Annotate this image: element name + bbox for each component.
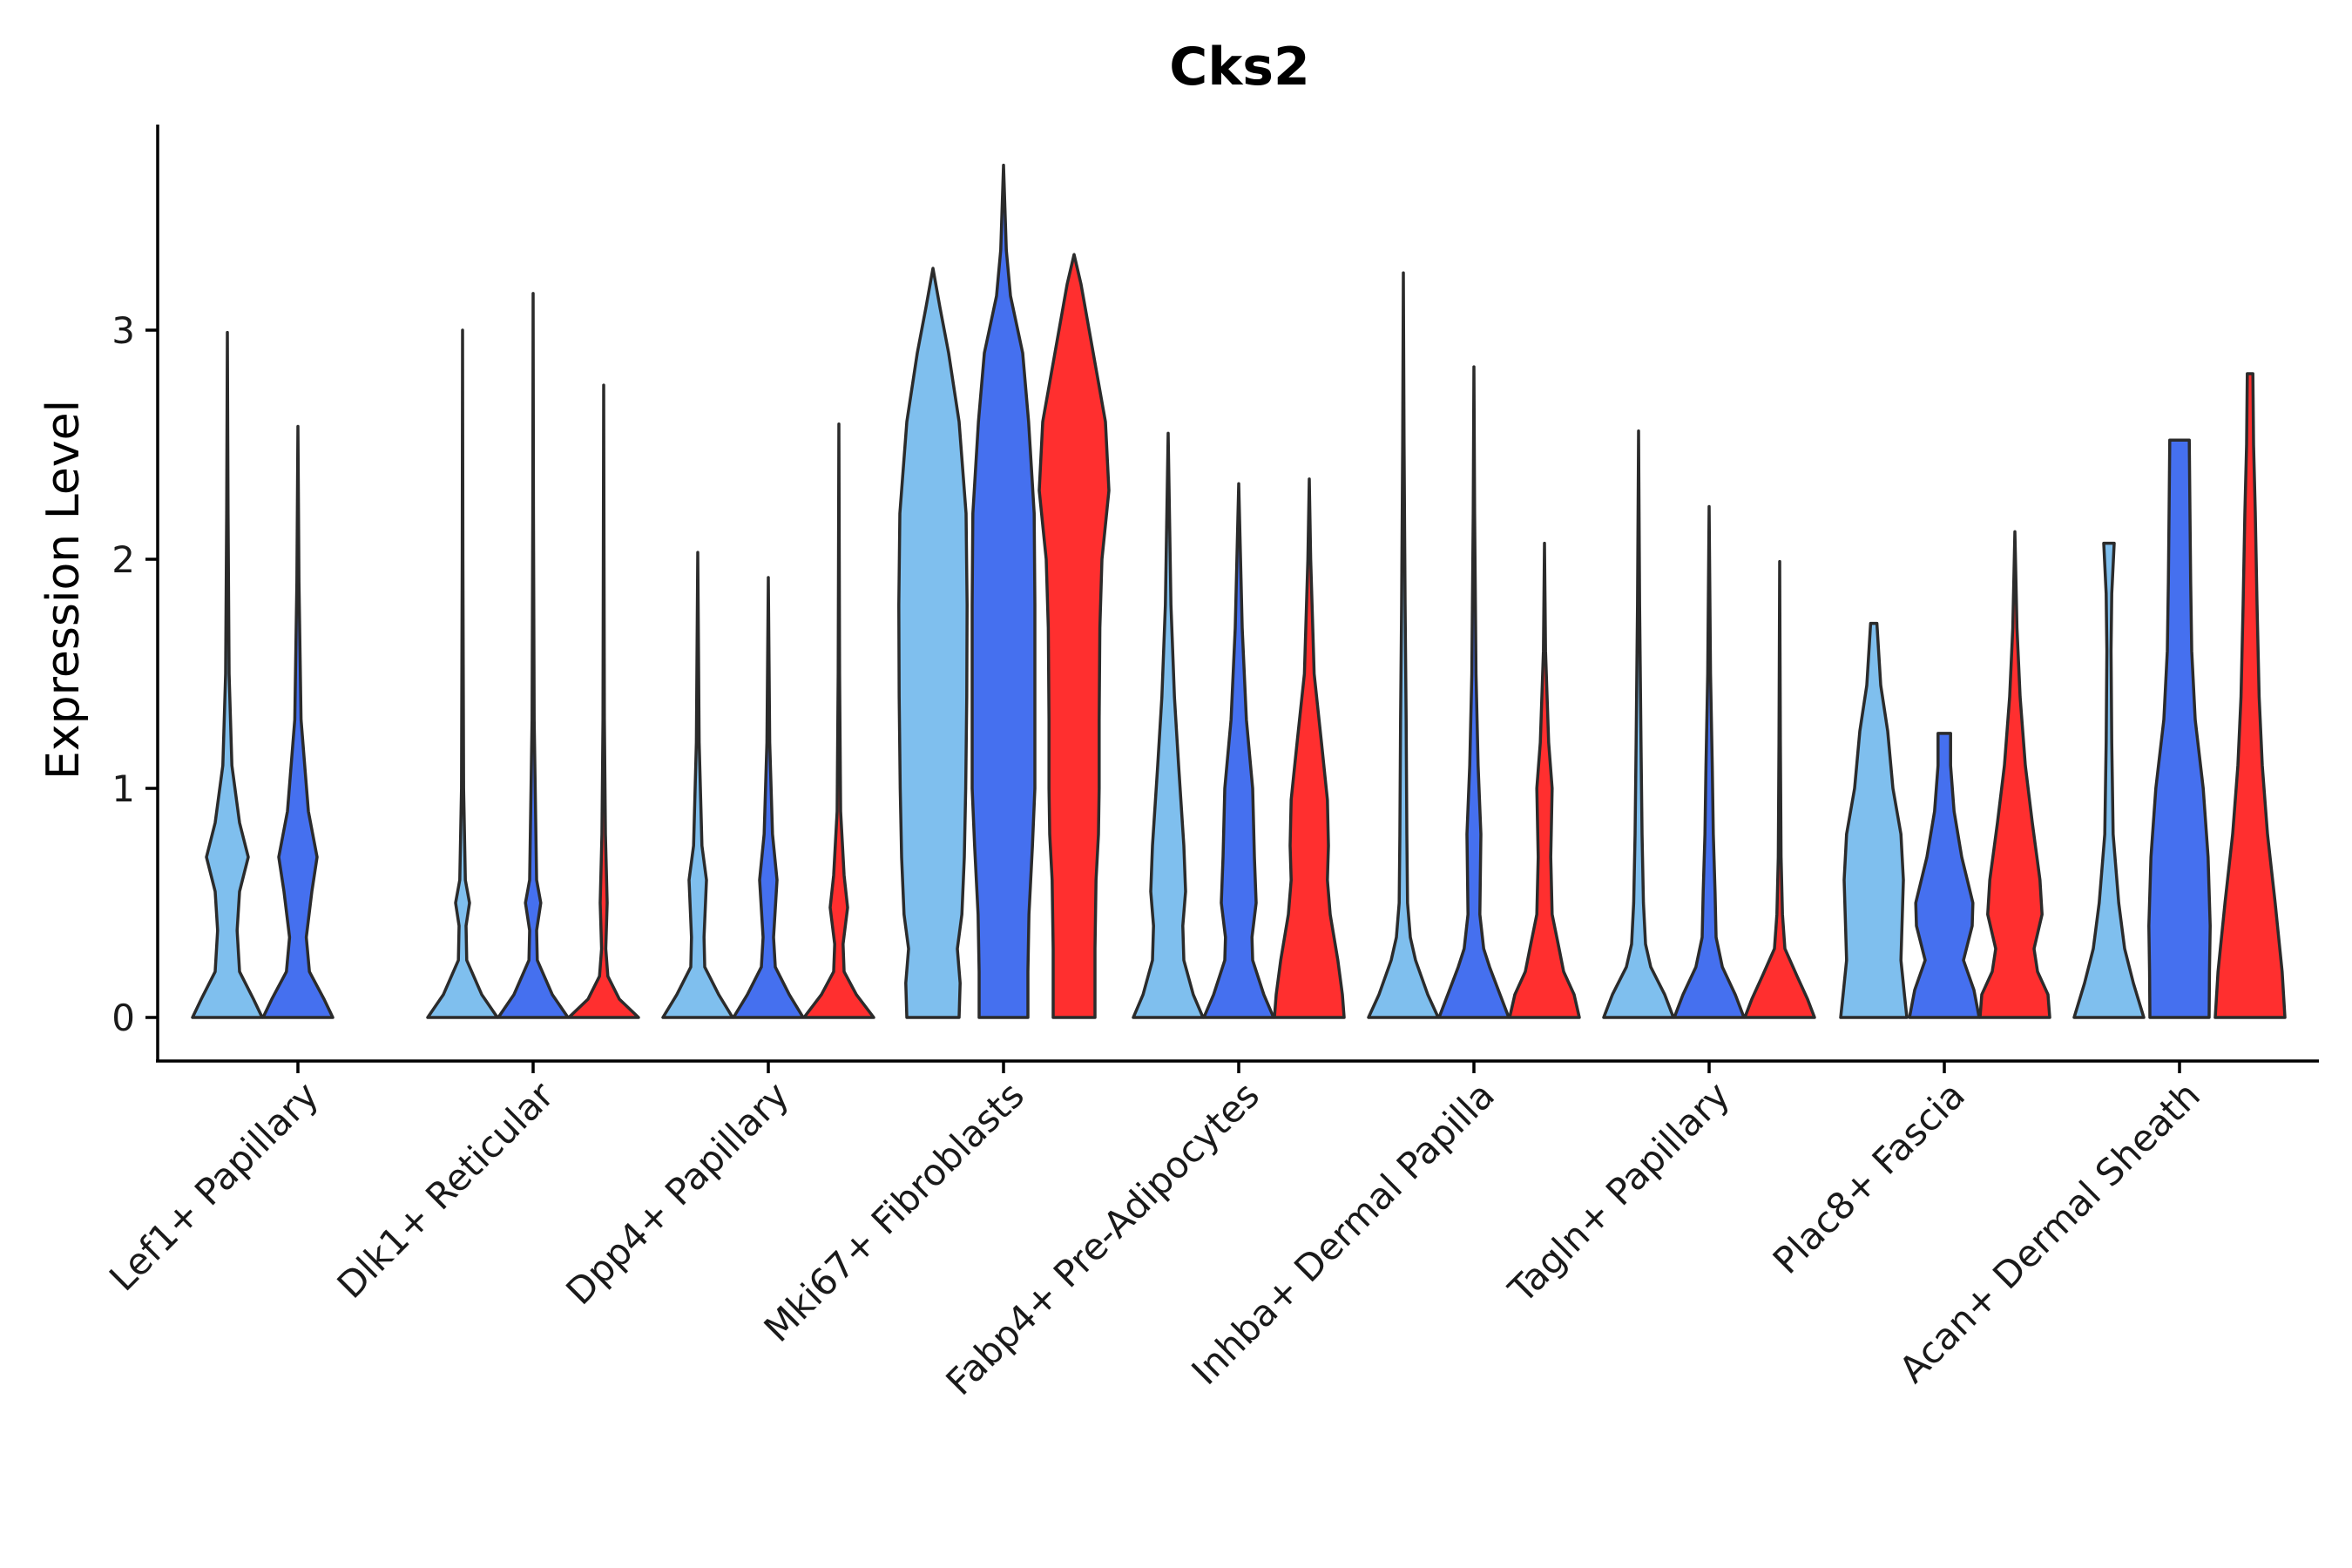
x-tick-label: Plac8+ Fascia	[1765, 1073, 1973, 1281]
y-axis-ticks: 0 1 2 3	[112, 309, 158, 1039]
violin-fabp4-pre-adipocytes-3	[1273, 477, 1346, 1019]
violin-acan-dermal-sheath-3	[2213, 372, 2287, 1019]
chart-title: Cks2	[1169, 37, 1309, 98]
violin-dpp4-papillary-2	[732, 576, 805, 1019]
violin-plac8-fascia-3	[1978, 530, 2051, 1019]
violin-layer	[191, 163, 2287, 1019]
violin-tagln-papillary-2	[1673, 504, 1746, 1019]
violin-mki67-fibroblasts-1	[897, 267, 969, 1019]
x-tick-label: Mki67+ Fibroblasts	[756, 1073, 1032, 1349]
violin-inhba-dermal-papilla-2	[1437, 365, 1511, 1019]
violin-plac8-fascia-1	[1839, 621, 1909, 1019]
violin-dpp4-papillary-1	[661, 551, 734, 1019]
y-tick-label: 1	[112, 767, 135, 810]
violin-dlk1-reticular-3	[567, 383, 640, 1019]
x-tick-label: Dpp4+ Papillary	[558, 1073, 797, 1313]
violin-plac8-fascia-2	[1908, 732, 1981, 1019]
violin-dlk1-reticular-1	[426, 328, 499, 1019]
violin-tagln-papillary-3	[1743, 559, 1816, 1019]
violin-mki67-fibroblasts-2	[970, 163, 1037, 1019]
y-axis-label: Expression Level	[37, 400, 90, 780]
x-tick-label: Tagln+ Papillary	[1500, 1073, 1738, 1311]
violin-acan-dermal-sheath-2	[2147, 438, 2212, 1019]
violin-lef1-papillary-2	[261, 424, 335, 1019]
violin-inhba-dermal-papilla-3	[1508, 541, 1581, 1019]
y-tick-label: 2	[112, 538, 135, 581]
violin-fabp4-pre-adipocytes-2	[1202, 482, 1275, 1019]
violin-mki67-fibroblasts-3	[1037, 253, 1111, 1019]
violin-dlk1-reticular-2	[497, 292, 570, 1019]
violin-inhba-dermal-papilla-1	[1367, 271, 1440, 1019]
x-tick-label: Lef1+ Papillary	[101, 1073, 327, 1299]
violin-tagln-papillary-1	[1602, 429, 1675, 1019]
y-tick-label: 0	[112, 997, 135, 1039]
violin-fabp4-pre-adipocytes-1	[1132, 431, 1205, 1019]
violin-lef1-papillary-1	[191, 330, 264, 1019]
x-tick-label: Dlk1+ Reticular	[329, 1073, 563, 1307]
violin-acan-dermal-sheath-1	[2072, 541, 2146, 1019]
violin-dpp4-papillary-3	[802, 422, 875, 1019]
y-tick-label: 3	[112, 309, 135, 352]
